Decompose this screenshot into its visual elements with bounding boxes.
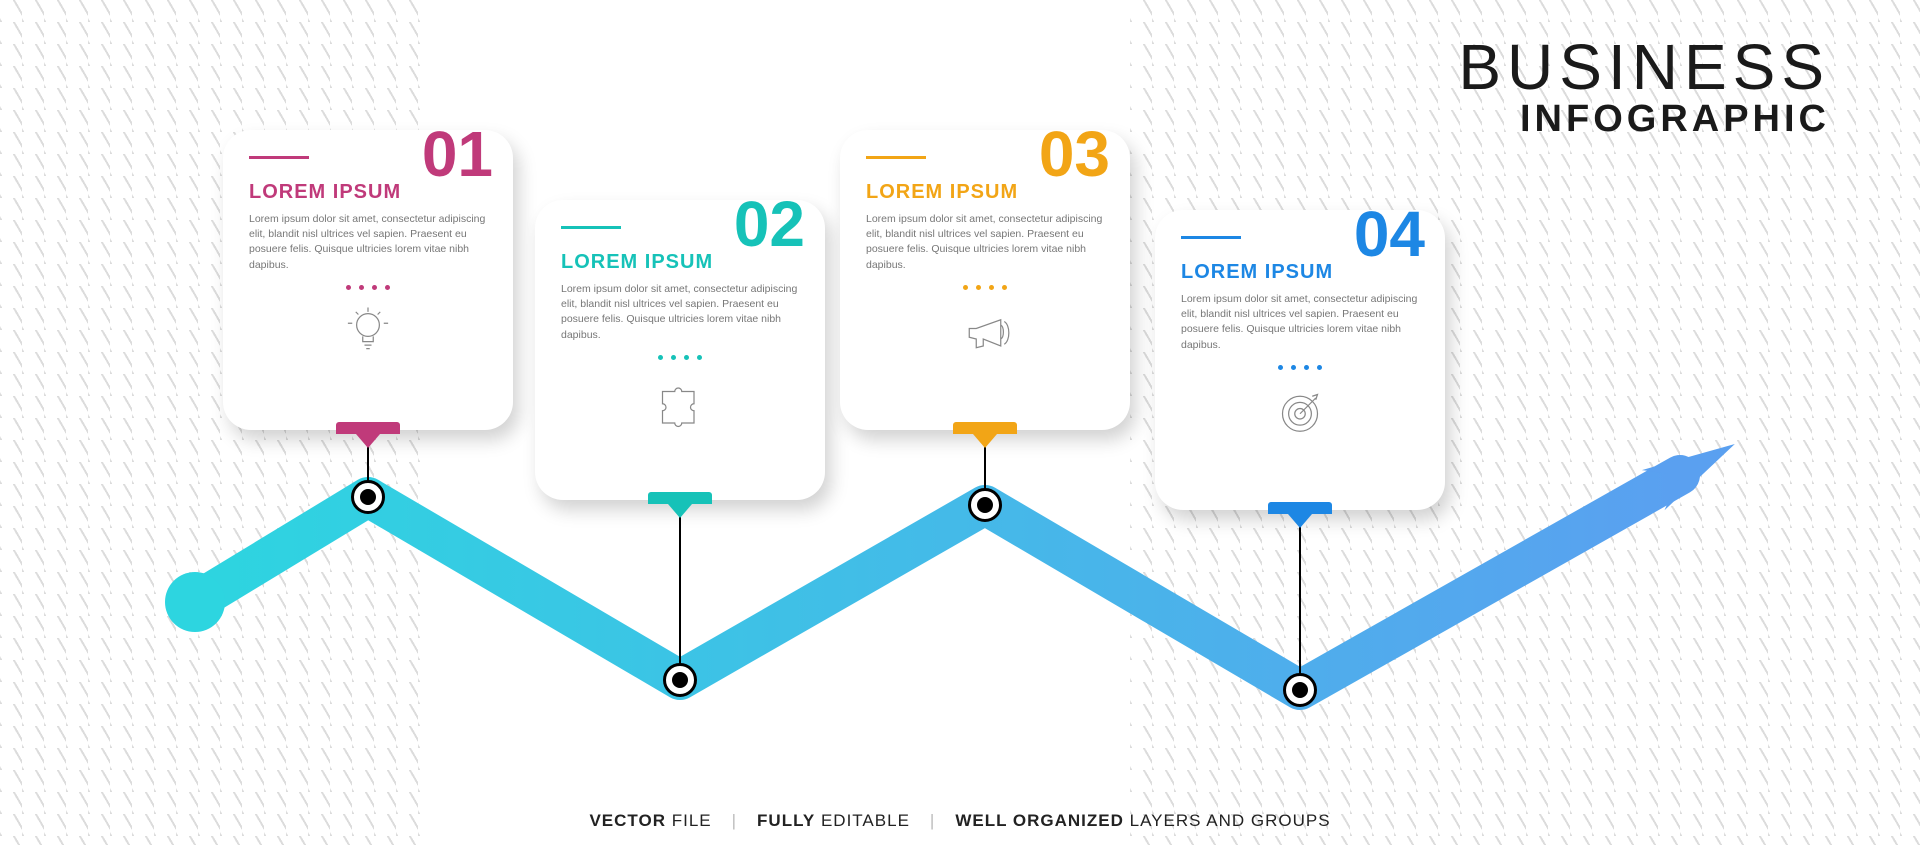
card-dots [866,285,1104,290]
target-icon [1181,384,1419,440]
bulb-icon [249,304,487,360]
card-pointer [1288,514,1312,528]
step-number: 02 [734,192,805,256]
card-body-text: Lorem ipsum dolor sit amet, consectetur … [249,212,487,273]
footer-text: VECTOR FILE|FULLY EDITABLE|WELL ORGANIZE… [0,811,1920,831]
card-body-text: Lorem ipsum dolor sit amet, consectetur … [561,282,799,343]
step-card-01: 01LOREM IPSUMLorem ipsum dolor sit amet,… [223,130,513,430]
card-overline [249,156,309,159]
card-tab [953,422,1017,434]
card-overline [866,156,926,159]
card-overline [561,226,621,229]
card-tab [1268,502,1332,514]
card-dots [249,285,487,290]
step-card-03: 03LOREM IPSUMLorem ipsum dolor sit amet,… [840,130,1130,430]
connector-line [679,500,681,680]
card-overline [1181,236,1241,239]
path-node [1283,673,1317,707]
card-dots [561,355,799,360]
card-pointer [668,504,692,518]
step-card-02: 02LOREM IPSUMLorem ipsum dolor sit amet,… [535,200,825,500]
path-node [663,663,697,697]
card-pointer [973,434,997,448]
title-block: BUSINESS INFOGRAPHIC [1458,30,1830,141]
title-line2: INFOGRAPHIC [1458,98,1830,141]
title-line1: BUSINESS [1458,30,1830,104]
infographic-canvas: BUSINESS INFOGRAPHIC 01LOREM IPSUMLorem … [0,0,1920,845]
path-node [968,488,1002,522]
megaphone-icon [866,304,1104,360]
connector-line [1299,510,1301,690]
step-card-04: 04LOREM IPSUMLorem ipsum dolor sit amet,… [1155,210,1445,510]
card-tab [336,422,400,434]
step-number: 01 [422,122,493,186]
step-number: 03 [1039,122,1110,186]
path-node [351,480,385,514]
puzzle-icon [561,374,799,430]
step-number: 04 [1354,202,1425,266]
card-body-text: Lorem ipsum dolor sit amet, consectetur … [1181,292,1419,353]
card-dots [1181,365,1419,370]
card-tab [648,492,712,504]
card-pointer [356,434,380,448]
card-body-text: Lorem ipsum dolor sit amet, consectetur … [866,212,1104,273]
